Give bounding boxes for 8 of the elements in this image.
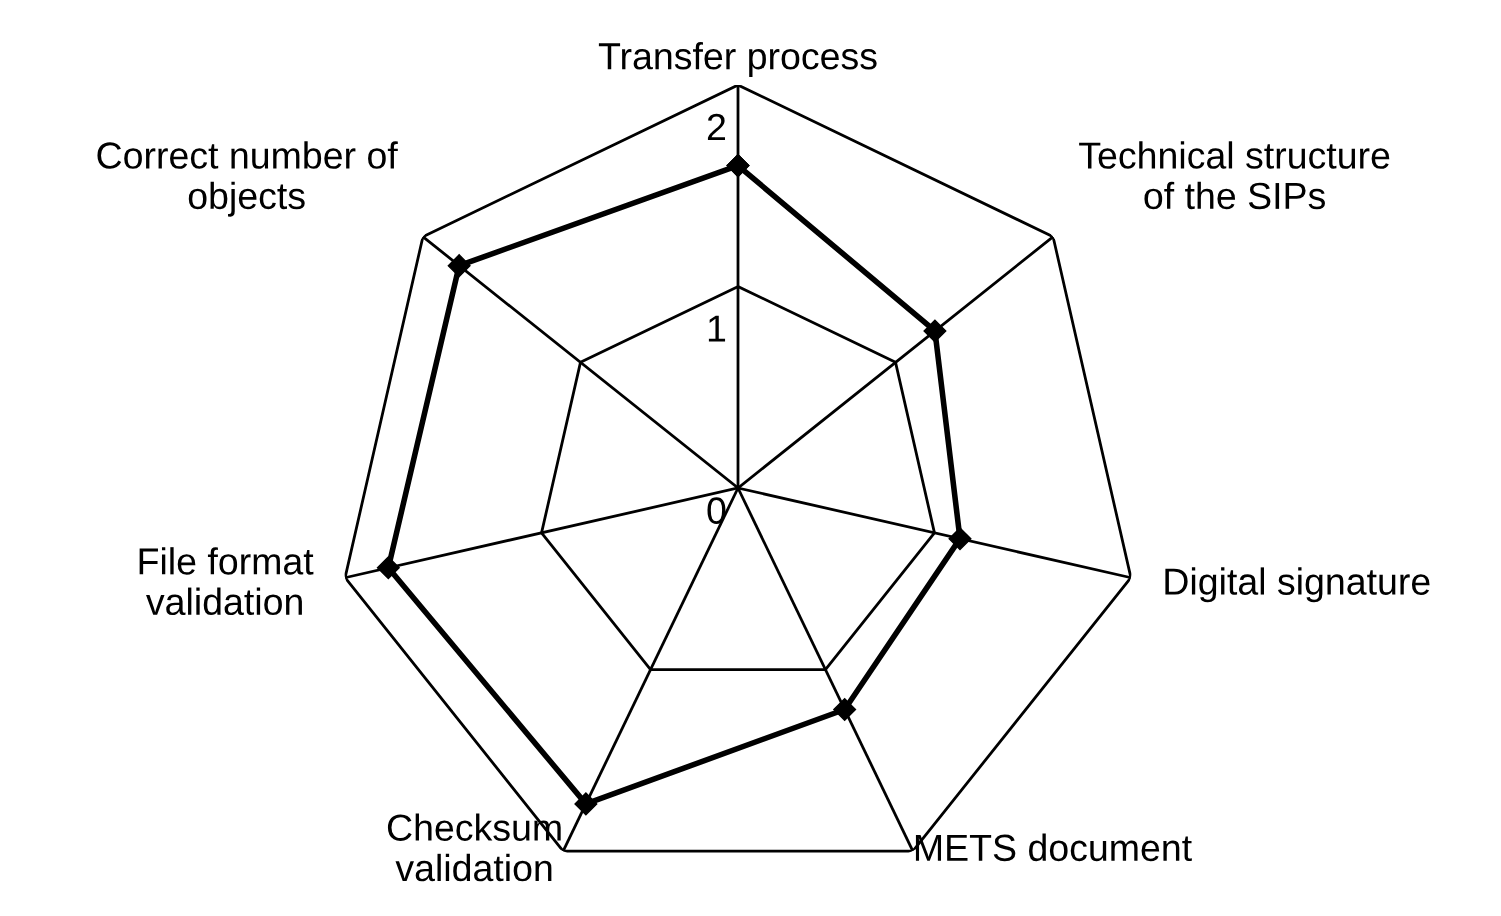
spoke-label: File format validation — [139, 547, 314, 616]
spoke-label: Transfer process — [598, 42, 877, 77]
spoke-label: Technical structure of the SIPs — [1079, 141, 1390, 210]
spoke-label: Digital signature — [1165, 567, 1430, 603]
spoke-label: Correct number of objects — [97, 141, 398, 217]
y-tick-label: 2 — [707, 113, 726, 140]
y-tick-label: 1 — [708, 315, 726, 342]
spoke-label: METS document — [915, 833, 1192, 862]
